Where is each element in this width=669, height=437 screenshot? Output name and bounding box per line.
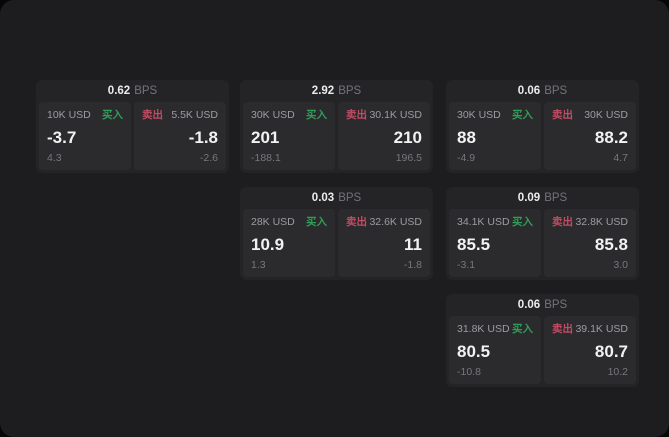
sell-side-label: 卖出: [552, 216, 573, 228]
buy-amount: 31.8K USD: [457, 323, 510, 335]
sell-panel[interactable]: 卖出 5.5K USD -1.8 -2.6: [134, 102, 226, 170]
bps-value: 0.06: [517, 299, 541, 311]
sell-panel[interactable]: 卖出 32.8K USD 85.8 3.0: [544, 209, 636, 277]
bps-unit-label: BPS: [544, 192, 568, 204]
buy-amount: 10K USD: [47, 109, 91, 121]
buy-price: 80.5: [457, 341, 491, 361]
buy-amount: 28K USD: [251, 216, 295, 228]
card-header: 0.06 BPS: [446, 80, 639, 102]
quote-card: 2.92 BPS 30K USD 买入 201 -188.1 卖出 30.1K …: [240, 80, 433, 173]
buy-amount: 30K USD: [251, 109, 295, 121]
card-header: 0.06 BPS: [446, 294, 639, 316]
sell-price: 80.7: [594, 341, 628, 361]
buy-amount: 34.1K USD: [457, 216, 510, 228]
buy-price: 88: [457, 127, 476, 147]
sell-price: -1.8: [188, 127, 218, 147]
bps-value: 0.06: [517, 85, 541, 97]
buy-panel[interactable]: 34.1K USD 买入 85.5 -3.1: [449, 209, 541, 277]
sell-sub-value: 3.0: [613, 259, 628, 271]
bps-value: 0.09: [517, 192, 541, 204]
bps-unit-label: BPS: [338, 192, 362, 204]
buy-side-label: 买入: [512, 323, 533, 335]
buy-panel[interactable]: 31.8K USD 买入 80.5 -10.8: [449, 316, 541, 384]
sell-side-label: 卖出: [552, 323, 573, 335]
buy-price: 201: [251, 127, 280, 147]
sell-sub-value: 196.5: [395, 152, 422, 164]
bps-unit-label: BPS: [338, 85, 362, 97]
sell-amount: 5.5K USD: [171, 109, 218, 121]
quote-card: 0.09 BPS 34.1K USD 买入 85.5 -3.1 卖出 32.8K…: [446, 187, 639, 280]
buy-sub-value: -3.1: [457, 259, 476, 271]
buy-sub-value: -10.8: [457, 366, 481, 378]
sell-side-label: 卖出: [346, 109, 367, 121]
sell-panel[interactable]: 卖出 30.1K USD 210 196.5: [338, 102, 430, 170]
bps-value: 0.62: [107, 85, 131, 97]
buy-sub-value: -188.1: [251, 152, 281, 164]
sell-side-label: 卖出: [142, 109, 163, 121]
buy-sub-value: 1.3: [251, 259, 266, 271]
sell-price: 11: [404, 234, 422, 254]
buy-panel[interactable]: 28K USD 买入 10.9 1.3: [243, 209, 335, 277]
bps-value: 0.03: [311, 192, 335, 204]
quote-card: 0.62 BPS 10K USD 买入 -3.7 4.3 卖出 5.5K USD…: [36, 80, 229, 173]
buy-price: 85.5: [457, 234, 491, 254]
sell-side-label: 卖出: [552, 109, 573, 121]
sell-panel[interactable]: 卖出 32.6K USD 11 -1.8: [338, 209, 430, 277]
quote-card: 0.06 BPS 31.8K USD 买入 80.5 -10.8 卖出 39.1…: [446, 294, 639, 387]
bps-value: 2.92: [311, 85, 335, 97]
sell-amount: 32.8K USD: [575, 216, 628, 228]
sell-sub-value: -1.8: [403, 259, 422, 271]
buy-side-label: 买入: [306, 216, 327, 228]
buy-price: 10.9: [251, 234, 285, 254]
bps-unit-label: BPS: [544, 299, 568, 311]
buy-sub-value: 4.3: [47, 152, 62, 164]
sell-amount: 39.1K USD: [575, 323, 628, 335]
buy-panel[interactable]: 30K USD 买入 201 -188.1: [243, 102, 335, 170]
sell-sub-value: 10.2: [607, 366, 628, 378]
sell-amount: 30K USD: [584, 109, 628, 121]
quote-card: 0.06 BPS 30K USD 买入 88 -4.9 卖出 30K USD 8…: [446, 80, 639, 173]
quote-card: 0.03 BPS 28K USD 买入 10.9 1.3 卖出 32.6K US…: [240, 187, 433, 280]
sell-price: 210: [393, 127, 422, 147]
sell-panel[interactable]: 卖出 39.1K USD 80.7 10.2: [544, 316, 636, 384]
card-header: 0.03 BPS: [240, 187, 433, 209]
card-header: 0.09 BPS: [446, 187, 639, 209]
sell-sub-value: 4.7: [613, 152, 628, 164]
buy-side-label: 买入: [512, 216, 533, 228]
sell-side-label: 卖出: [346, 216, 367, 228]
buy-amount: 30K USD: [457, 109, 501, 121]
buy-sub-value: -4.9: [457, 152, 476, 164]
sell-price: 85.8: [594, 234, 628, 254]
sell-amount: 32.6K USD: [369, 216, 422, 228]
buy-panel[interactable]: 10K USD 买入 -3.7 4.3: [39, 102, 131, 170]
card-header: 2.92 BPS: [240, 80, 433, 102]
sell-price: 88.2: [594, 127, 628, 147]
bps-unit-label: BPS: [544, 85, 568, 97]
sell-sub-value: -2.6: [199, 152, 218, 164]
bps-unit-label: BPS: [134, 85, 158, 97]
buy-price: -3.7: [47, 127, 77, 147]
buy-side-label: 买入: [102, 109, 123, 121]
sell-panel[interactable]: 卖出 30K USD 88.2 4.7: [544, 102, 636, 170]
buy-side-label: 买入: [306, 109, 327, 121]
buy-panel[interactable]: 30K USD 买入 88 -4.9: [449, 102, 541, 170]
card-header: 0.62 BPS: [36, 80, 229, 102]
sell-amount: 30.1K USD: [369, 109, 422, 121]
buy-side-label: 买入: [512, 109, 533, 121]
